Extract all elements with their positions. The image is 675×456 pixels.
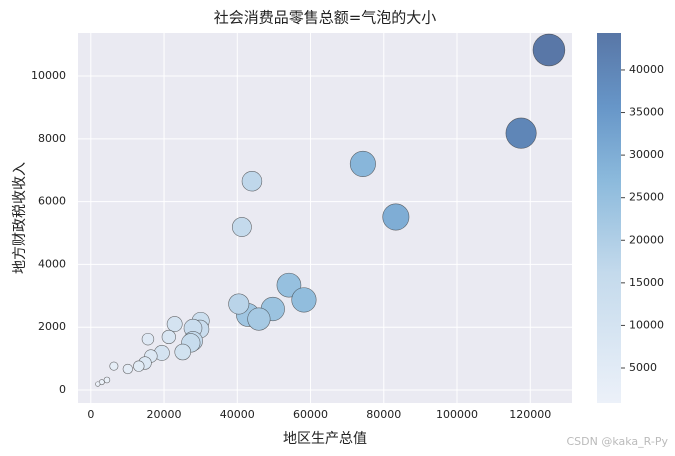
y-tick-label: 4000 bbox=[38, 257, 66, 270]
y-tick-label: 6000 bbox=[38, 195, 66, 208]
bubble bbox=[291, 287, 317, 313]
colorbar bbox=[597, 33, 621, 403]
bubble bbox=[109, 361, 119, 371]
colorbar-tick-label: 35000 bbox=[629, 106, 664, 119]
plot-area bbox=[78, 33, 572, 403]
bubble bbox=[161, 329, 176, 345]
bubble bbox=[174, 343, 192, 361]
bubble bbox=[122, 363, 133, 375]
bubble bbox=[276, 272, 302, 298]
bubble bbox=[228, 293, 250, 315]
x-axis-label: 地区生产总值 bbox=[283, 431, 367, 447]
chart-title: 社会消费品零售总额=气泡的大小 bbox=[214, 9, 437, 27]
watermark: CSDN @kaka_R-Py bbox=[566, 435, 668, 448]
colorbar-tick-label: 15000 bbox=[629, 276, 664, 289]
bubble bbox=[241, 170, 263, 192]
y-tick-label: 2000 bbox=[38, 320, 66, 333]
x-tick-label: 100000 bbox=[436, 408, 478, 421]
colorbar-tick-label: 30000 bbox=[629, 148, 664, 161]
colorbar-tick-label: 5000 bbox=[629, 361, 657, 374]
y-axis-label: 地方财政税收收入 bbox=[12, 162, 28, 274]
x-tick-label: 40000 bbox=[220, 408, 255, 421]
bubble bbox=[133, 360, 145, 372]
x-tick-label: 20000 bbox=[147, 408, 182, 421]
x-tick-label: 120000 bbox=[509, 408, 551, 421]
bubble bbox=[505, 117, 537, 149]
bubble bbox=[349, 150, 376, 177]
y-tick-label: 10000 bbox=[31, 69, 66, 82]
colorbar-tick-label: 20000 bbox=[629, 233, 664, 246]
colorbar-tick-label: 40000 bbox=[629, 63, 664, 76]
colorbar-tick-label: 25000 bbox=[629, 191, 664, 204]
x-tick-label: 0 bbox=[87, 408, 94, 421]
bubble bbox=[231, 217, 252, 237]
bubble bbox=[382, 203, 410, 231]
bubble bbox=[95, 381, 101, 387]
bubble bbox=[103, 376, 111, 384]
bubble bbox=[247, 307, 271, 331]
colorbar-tick-label: 10000 bbox=[629, 318, 664, 331]
x-tick-label: 60000 bbox=[293, 408, 328, 421]
x-tick-label: 80000 bbox=[366, 408, 401, 421]
y-tick-label: 8000 bbox=[38, 132, 66, 145]
bubble bbox=[141, 332, 155, 346]
y-tick-label: 0 bbox=[59, 383, 66, 396]
bubble bbox=[532, 33, 566, 67]
bubble bbox=[166, 316, 183, 332]
